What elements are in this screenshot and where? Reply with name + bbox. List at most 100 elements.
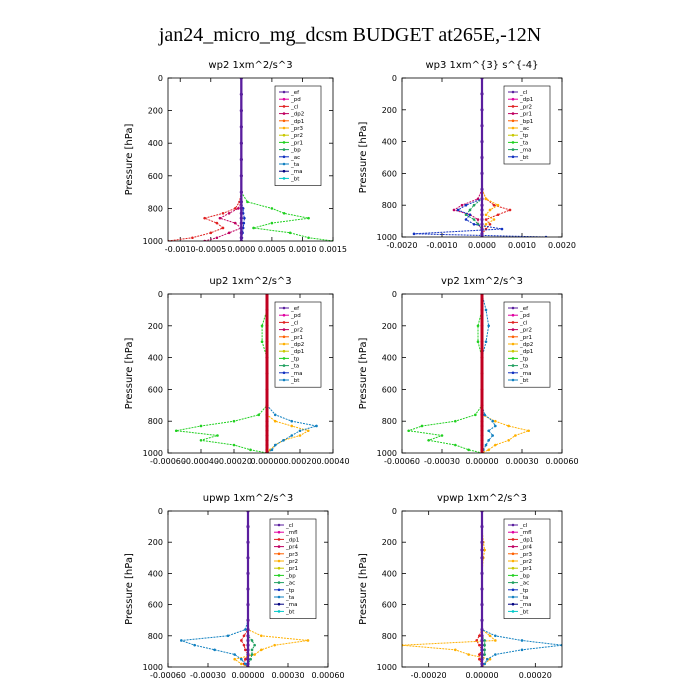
- panel-title: wp2 1xm^2/s^3: [208, 60, 292, 71]
- data-point: [468, 208, 472, 212]
- data-point: [306, 429, 310, 433]
- data-point: [476, 197, 480, 201]
- data-point: [486, 657, 489, 661]
- zero-profile-marker: [239, 226, 243, 230]
- legend-entry: _dp1: [290, 349, 304, 355]
- data-point: [215, 221, 219, 225]
- data-point: [478, 643, 481, 647]
- x-tick-label: -0.00060: [150, 457, 186, 466]
- legend-marker: [511, 126, 515, 130]
- data-point: [242, 634, 246, 638]
- data-point: [483, 662, 486, 666]
- data-point: [491, 434, 494, 437]
- zero-profile-marker: [480, 438, 484, 442]
- legend-marker: [282, 141, 286, 144]
- zero-profile-marker: [480, 324, 484, 328]
- panel-title: wp3 1xm^{3} s^{-4}: [425, 60, 538, 71]
- zero-profile-marker: [480, 587, 484, 591]
- zero-profile-marker: [246, 618, 250, 622]
- x-tick-label: 0.00030: [271, 671, 304, 680]
- panel-1: wp2 1xm^2/s^3 Pressure [hPa] 0 200 400 600 800…: [124, 60, 347, 254]
- data-point: [412, 232, 416, 236]
- legend: _ef_pd_cl _pr2_pr1_dp2_dp1_tp _ta_ma_bt: [503, 301, 551, 388]
- x-tick-label: -0.0010: [427, 241, 458, 250]
- legend-marker: [277, 581, 281, 584]
- data-point: [191, 236, 194, 240]
- zero-profile-marker: [480, 548, 484, 552]
- legend-entry: _ma: [519, 148, 531, 154]
- data-point: [290, 424, 294, 428]
- series-line-tp: [181, 511, 249, 667]
- data-point: [464, 213, 468, 217]
- y-tick-label: 600: [148, 385, 163, 394]
- data-point: [483, 643, 486, 647]
- y-axis-label: Pressure [hPa]: [124, 124, 135, 196]
- data-point: [484, 340, 488, 344]
- zero-profile-marker: [265, 419, 269, 423]
- legend-entry: _tp: [519, 133, 529, 139]
- zero-profile-marker: [239, 211, 243, 215]
- data-point: [174, 429, 178, 433]
- legend-entry: _ma: [285, 602, 297, 608]
- zero-profile-marker: [239, 174, 243, 178]
- data-point: [290, 419, 294, 423]
- legend-marker: [511, 148, 515, 151]
- data-point: [260, 324, 264, 328]
- legend-entry: _pr3: [290, 126, 304, 132]
- data-point: [456, 208, 460, 212]
- data-point: [488, 208, 492, 212]
- legend-box: [269, 518, 317, 619]
- data-point: [273, 643, 276, 647]
- x-tick-label: 0.00040: [316, 457, 349, 466]
- zero-profile-marker: [480, 92, 484, 96]
- data-point: [243, 216, 246, 220]
- data-point: [260, 648, 263, 652]
- legend-marker: [277, 545, 281, 548]
- zero-profile-marker: [265, 413, 269, 417]
- legend-marker: [282, 133, 286, 137]
- data-point: [232, 419, 236, 423]
- legend-entry: _ma: [519, 602, 531, 608]
- legend-marker: [277, 530, 281, 534]
- y-axis-label: Pressure [hPa]: [358, 553, 369, 625]
- zero-profile-marker: [480, 108, 484, 112]
- data-point: [483, 413, 486, 417]
- data-point: [244, 657, 247, 661]
- data-point: [260, 634, 263, 638]
- data-point: [240, 657, 243, 661]
- data-point: [452, 208, 456, 212]
- y-tick-label: 0: [392, 74, 397, 83]
- data-point: [180, 639, 183, 642]
- legend-entry: _mfl: [519, 530, 532, 536]
- legend-marker: [282, 378, 286, 382]
- x-tick-label: -0.00020: [411, 671, 447, 680]
- legend-entry: _ef: [519, 306, 529, 312]
- legend-marker: [282, 162, 286, 166]
- zero-profile-marker: [239, 221, 243, 225]
- legend-entry: _ta: [519, 364, 528, 370]
- zero-profile-marker: [480, 308, 484, 312]
- data-point: [213, 648, 216, 652]
- data-point: [244, 648, 247, 652]
- y-tick-label: 0: [158, 74, 163, 83]
- data-point: [476, 218, 480, 221]
- legend-marker: [282, 357, 286, 360]
- legend-marker: [282, 306, 286, 310]
- zero-profile-marker: [246, 662, 250, 666]
- legend-entry: _ta: [519, 140, 528, 146]
- legend-entry: _pd: [290, 97, 301, 103]
- y-axis-label: Pressure [hPa]: [358, 338, 369, 410]
- legend-entry: _cl: [285, 523, 294, 529]
- legend-marker: [282, 371, 286, 375]
- legend-marker: [511, 566, 515, 570]
- legend-marker: [277, 610, 281, 613]
- legend-entry: _tp: [519, 356, 529, 362]
- data-point: [270, 207, 274, 210]
- x-tick-label: -0.00020: [216, 457, 252, 466]
- y-tick-label: 0: [392, 290, 397, 299]
- data-point: [203, 216, 206, 220]
- zero-profile-marker: [480, 424, 484, 428]
- data-point: [494, 634, 497, 638]
- y-tick-label: 600: [148, 172, 163, 181]
